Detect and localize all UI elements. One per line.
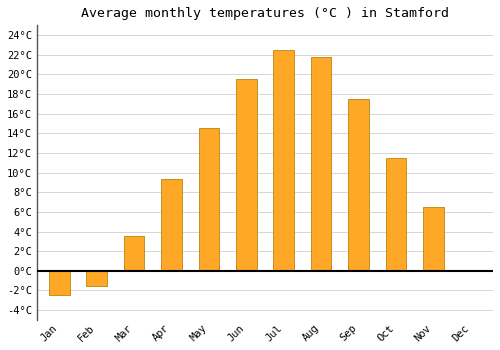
Bar	[423, 207, 444, 271]
Bar	[348, 99, 368, 271]
Bar	[236, 79, 256, 271]
Bar	[124, 237, 144, 271]
Bar	[274, 50, 294, 271]
Bar	[198, 128, 219, 271]
Bar	[310, 57, 332, 271]
Bar	[386, 158, 406, 271]
Title: Average monthly temperatures (°C ) in Stamford: Average monthly temperatures (°C ) in St…	[81, 7, 449, 20]
Bar	[49, 271, 70, 295]
Bar	[86, 271, 107, 286]
Bar	[161, 180, 182, 271]
